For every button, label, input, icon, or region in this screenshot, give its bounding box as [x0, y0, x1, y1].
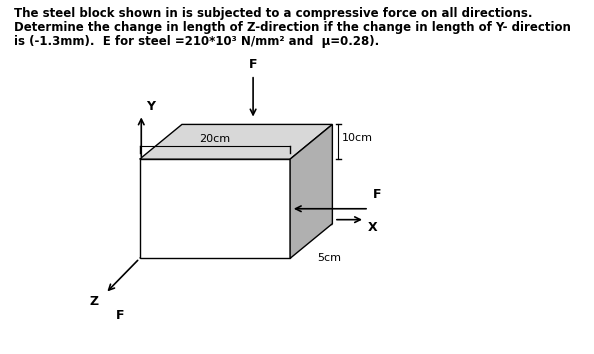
Text: Y: Y	[146, 99, 155, 113]
Text: F: F	[373, 188, 381, 201]
Text: X: X	[368, 221, 378, 234]
Text: Determine the change in length of Z-direction if the change in length of Y- dire: Determine the change in length of Z-dire…	[14, 21, 570, 34]
Text: F: F	[116, 309, 124, 322]
Text: 20cm: 20cm	[200, 134, 230, 144]
Text: is (-1.3mm).  E for steel =210*10³ N/mm² and  μ=0.28).: is (-1.3mm). E for steel =210*10³ N/mm² …	[14, 35, 379, 48]
Text: F: F	[249, 58, 257, 71]
Polygon shape	[140, 159, 290, 258]
Text: 5cm: 5cm	[317, 253, 341, 263]
Text: Z: Z	[90, 296, 99, 308]
Polygon shape	[290, 124, 333, 258]
Text: 10cm: 10cm	[342, 133, 373, 143]
Polygon shape	[140, 124, 333, 159]
Text: The steel block shown in is subjected to a compressive force on all directions.: The steel block shown in is subjected to…	[14, 7, 532, 20]
